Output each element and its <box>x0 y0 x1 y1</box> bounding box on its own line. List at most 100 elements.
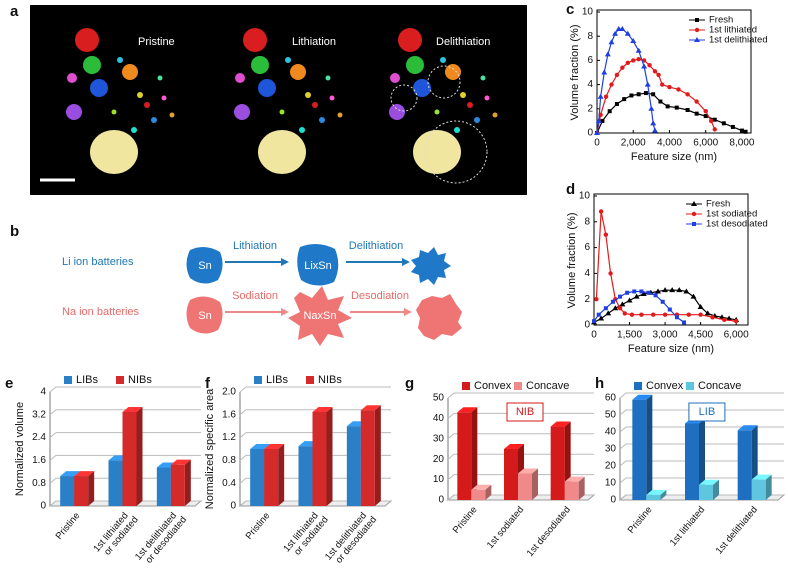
y-tick-label: 1.6 <box>222 409 236 420</box>
bar-side <box>326 406 333 506</box>
y-tick-label: 3.2 <box>32 409 46 420</box>
arrowhead <box>281 308 289 316</box>
bar-top <box>751 474 772 480</box>
y-tick-label: 2.0 <box>222 387 236 398</box>
bar <box>74 471 95 506</box>
bar <box>518 468 538 500</box>
y-tick-label: 1.2 <box>222 432 236 443</box>
marker <box>685 108 690 113</box>
bar-front <box>250 449 265 506</box>
marker <box>597 93 604 99</box>
y-tick-label: 0.8 <box>32 478 46 489</box>
legend-swatch <box>686 382 694 390</box>
row-label: Li ion batteries <box>62 256 134 268</box>
grid-line <box>447 474 594 480</box>
step-label: Sodiation <box>232 290 278 302</box>
node-label: NaxSn <box>303 310 336 322</box>
marker <box>625 60 630 66</box>
marker <box>708 118 714 124</box>
marker <box>682 320 687 325</box>
bar-top <box>471 484 492 490</box>
x-tick-label: 1st sodiated <box>485 504 526 550</box>
marker <box>726 315 733 321</box>
marker <box>595 117 602 123</box>
panel-label: c <box>566 1 574 18</box>
marker <box>651 92 656 97</box>
marker <box>703 114 708 119</box>
bar <box>751 474 772 500</box>
y-tick-label: 30 <box>433 433 445 444</box>
bar-front <box>737 430 752 500</box>
bar-front <box>646 494 661 500</box>
marker <box>594 130 600 135</box>
marker <box>614 101 619 106</box>
marker <box>662 287 669 293</box>
y-tick-label: 30 <box>605 444 617 455</box>
grid-line <box>447 494 594 501</box>
bar-top <box>250 444 271 449</box>
bar-top <box>632 394 653 400</box>
bar-side <box>660 489 667 500</box>
bar-top <box>360 405 381 411</box>
bar-front <box>346 426 361 506</box>
x-tick-label: 6,000 <box>693 138 718 149</box>
legend-swatch <box>64 376 72 384</box>
marker <box>676 87 681 92</box>
marker <box>608 271 613 276</box>
legend-swatch <box>306 376 314 384</box>
marker <box>632 289 637 294</box>
y-tick-label: 0 <box>584 320 590 331</box>
marker <box>612 305 619 311</box>
y-axis-label: Volume fraction (%) <box>566 213 578 309</box>
porous-particle <box>411 247 451 285</box>
marker <box>653 293 658 298</box>
grid-line <box>49 500 201 507</box>
marker <box>619 301 626 307</box>
legend-label: 1st delithiated <box>709 35 768 46</box>
bar-side <box>578 476 585 500</box>
marker <box>644 81 651 87</box>
marker <box>739 128 744 133</box>
grid-line <box>619 392 784 399</box>
marker <box>651 127 658 133</box>
marker <box>636 92 641 97</box>
y-tick-label: 2 <box>584 294 590 305</box>
x-tick-label: 1st delithiated <box>714 504 760 556</box>
step-label: Delithiation <box>349 240 403 252</box>
bar-side <box>136 406 143 506</box>
legend-label: LIBs <box>76 374 99 386</box>
marker <box>603 306 608 311</box>
marker <box>665 104 670 109</box>
grid-line <box>49 432 201 438</box>
panel-label: h <box>595 375 604 392</box>
x-tick-label: 2,000 <box>621 138 646 149</box>
legend-swatch <box>116 376 124 384</box>
x-tick-label: 0 <box>591 330 597 341</box>
y-axis-label: Normalized volume <box>14 402 26 496</box>
y-tick-label: 2.4 <box>32 432 46 443</box>
marker <box>691 211 697 217</box>
arrowhead <box>404 308 412 316</box>
y-tick-label: 0 <box>230 501 236 512</box>
bar <box>312 406 333 506</box>
bar-front <box>504 449 518 500</box>
bar-front <box>751 479 766 500</box>
marker <box>694 27 700 33</box>
bar-front <box>457 412 472 500</box>
node-label: LixSn <box>304 260 332 272</box>
porous-particle <box>416 294 462 340</box>
y-tick-label: 6 <box>587 55 593 66</box>
bar-front <box>74 476 89 506</box>
marker <box>630 38 637 44</box>
x-tick-label: Pristine <box>626 504 655 535</box>
marker <box>660 299 665 304</box>
bar-side <box>278 444 285 506</box>
grid-line <box>447 433 594 440</box>
x-tick-label: 1,500 <box>617 330 642 341</box>
sn-particle <box>186 296 223 334</box>
highlight <box>424 120 488 184</box>
bar-front <box>360 410 375 506</box>
grid-line <box>619 494 784 501</box>
bar-top <box>74 471 95 477</box>
